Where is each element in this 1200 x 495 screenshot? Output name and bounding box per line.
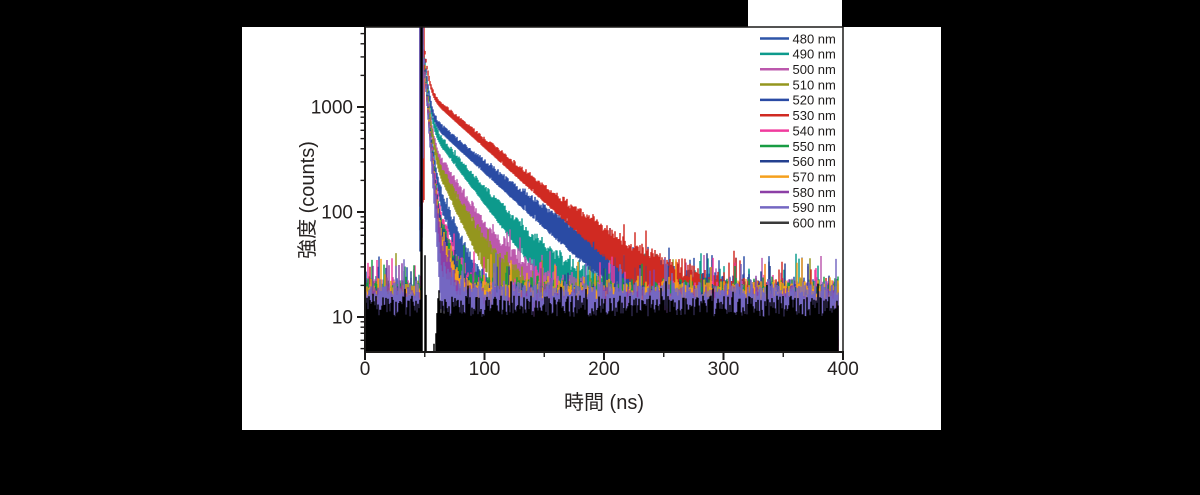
legend-label: 500 nm xyxy=(793,62,836,77)
legend-item-520nm: 520 nm xyxy=(760,93,836,108)
legend-label: 600 nm xyxy=(793,216,836,231)
legend-label: 510 nm xyxy=(793,77,836,92)
legend-label: 490 nm xyxy=(793,47,836,62)
white-cover-box xyxy=(748,0,842,28)
legend-item-570nm: 570 nm xyxy=(760,169,836,184)
legend-item-590nm: 590 nm xyxy=(760,200,836,215)
legend-item-480nm: 480 nm xyxy=(760,31,836,46)
legend-item-580nm: 580 nm xyxy=(760,185,836,200)
legend-item-560nm: 560 nm xyxy=(760,154,836,169)
legend-item-550nm: 550 nm xyxy=(760,139,836,154)
x-tick-label: 100 xyxy=(469,359,501,380)
y-tick-label: 1000 xyxy=(311,98,353,119)
x-tick-label: 400 xyxy=(827,359,859,380)
legend-item-540nm: 540 nm xyxy=(760,123,836,138)
legend-item-500nm: 500 nm xyxy=(760,62,836,77)
axis-ticks xyxy=(357,32,844,360)
y-tick-label: 10 xyxy=(332,308,353,329)
legend-label: 550 nm xyxy=(793,139,836,154)
legend-label: 570 nm xyxy=(793,169,836,184)
legend-item-530nm: 530 nm xyxy=(760,108,836,123)
x-axis-title: 時間 (ns) xyxy=(564,391,644,414)
y-tick-label: 100 xyxy=(321,203,353,224)
axis-tick-labels: 0 100 200 300 400 10 100 1000 xyxy=(311,98,859,381)
legend-item-600nm: 600 nm xyxy=(760,216,836,231)
x-tick-label: 300 xyxy=(708,359,740,380)
plot-traces xyxy=(364,27,839,352)
legend-label: 560 nm xyxy=(793,154,836,169)
legend-label: 520 nm xyxy=(793,93,836,108)
legend-label: 580 nm xyxy=(793,185,836,200)
legend-label: 590 nm xyxy=(793,200,836,215)
x-tick-label: 0 xyxy=(360,359,371,380)
legend-item-490nm: 490 nm xyxy=(760,47,836,62)
legend-label: 530 nm xyxy=(793,108,836,123)
legend-item-510nm: 510 nm xyxy=(760,77,836,92)
y-axis-title: 強度 (counts) xyxy=(296,141,319,259)
legend-label: 540 nm xyxy=(793,123,836,138)
x-tick-label: 200 xyxy=(588,359,620,380)
legend-label: 480 nm xyxy=(793,31,836,46)
